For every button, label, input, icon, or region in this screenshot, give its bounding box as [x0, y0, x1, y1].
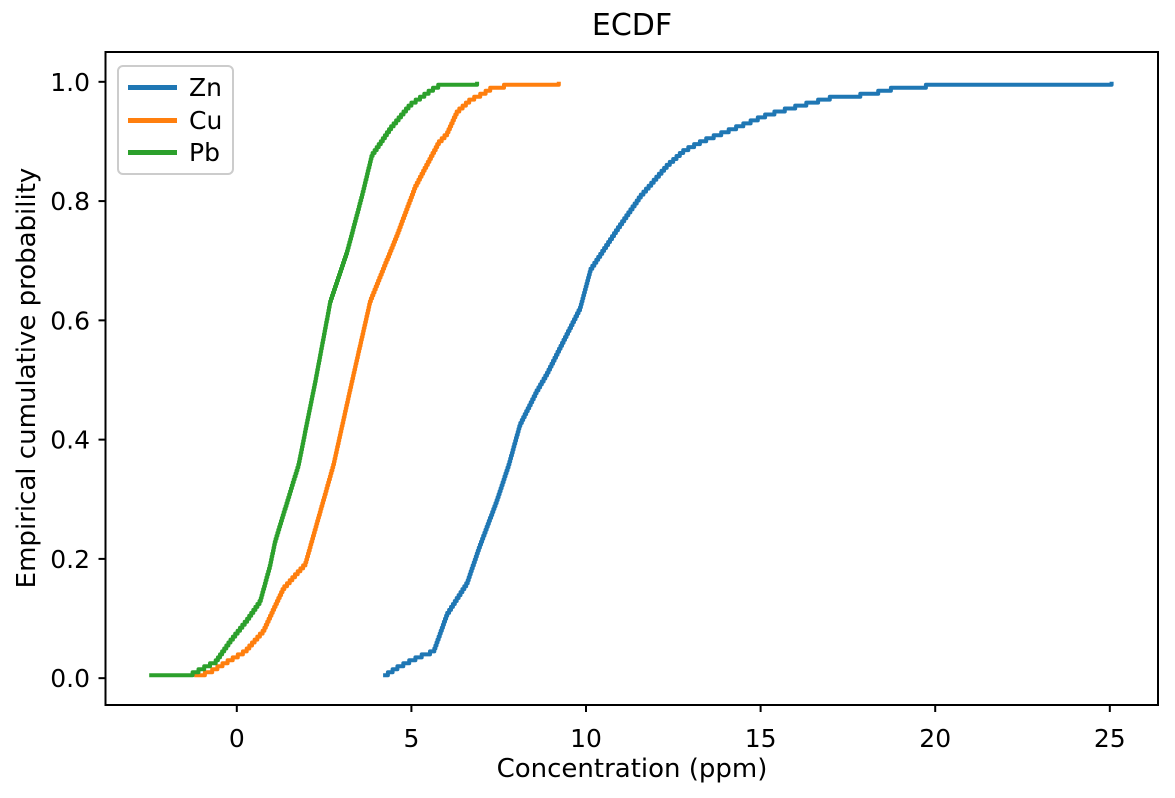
legend-label-zn: Zn — [189, 72, 222, 102]
legend-item-cu: Cu — [119, 108, 232, 133]
legend-line-zn — [128, 84, 177, 90]
y-tick-label-2: 0.4 — [50, 426, 90, 455]
ecdf-line-cu — [194, 81, 561, 678]
legend-label-pb: Pb — [189, 138, 220, 168]
legend-label-cu: Cu — [189, 105, 223, 135]
x-tick-label-2: 10 — [570, 724, 602, 753]
legend-line-cu — [128, 117, 177, 123]
y-tick-label-1: 0.2 — [50, 545, 90, 574]
y-axis-label: Empirical cumulative probability — [12, 167, 42, 589]
x-tick-label-3: 15 — [745, 724, 777, 753]
y-tick-label-0: 0.0 — [50, 664, 90, 693]
legend: Zn Cu Pb — [117, 65, 234, 175]
axes-frame — [104, 51, 1159, 706]
legend-item-pb: Pb — [119, 140, 232, 165]
x-axis-label: Concentration (ppm) — [496, 754, 768, 784]
x-tick-label-1: 5 — [403, 724, 419, 753]
y-tick-label-5: 1.0 — [50, 68, 90, 97]
legend-item-zn: Zn — [119, 75, 232, 100]
x-tick-label-0: 0 — [229, 724, 245, 753]
x-tick-label-5: 25 — [1094, 724, 1126, 753]
ecdf-line-pb — [149, 81, 480, 678]
chart-title: ECDF — [591, 8, 673, 43]
ecdf-line-zn — [383, 81, 1114, 678]
y-tick-label-4: 0.8 — [50, 187, 90, 216]
x-tick-label-4: 20 — [919, 724, 951, 753]
y-tick-label-3: 0.6 — [50, 306, 90, 335]
legend-line-pb — [128, 150, 177, 156]
